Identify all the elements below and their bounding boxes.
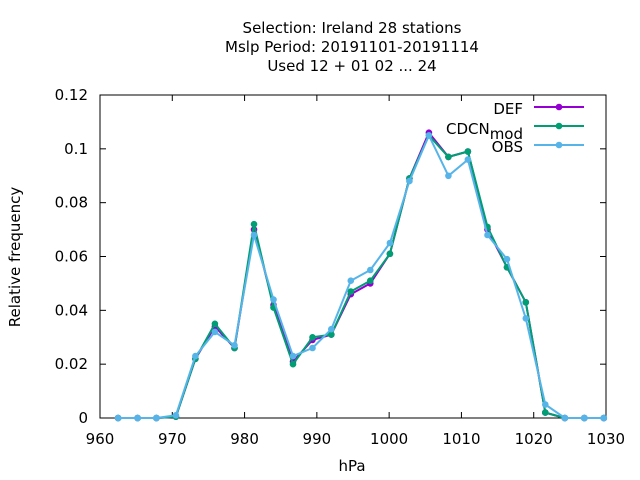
- title-line-1: Selection: Ireland 28 stations: [243, 19, 462, 37]
- y-tick-label: 0.04: [55, 301, 88, 319]
- data-point-obs: [289, 352, 297, 360]
- legend-label-obs: OBS: [492, 138, 523, 156]
- legend-label-cdcn-main: CDCN: [446, 120, 490, 138]
- y-tick-label: 0.1: [64, 140, 88, 158]
- data-point-obs: [464, 156, 472, 163]
- y-tick-label: 0.12: [55, 86, 88, 104]
- title-line-2: Mslp Period: 20191101-20191114: [225, 38, 479, 56]
- data-point-obs: [231, 342, 238, 349]
- data-point-obs: [600, 414, 608, 422]
- y-axis-label: Relative frequency: [6, 187, 24, 328]
- data-point-obs: [134, 414, 141, 422]
- data-point-obs: [192, 352, 199, 360]
- data-point-cdcn-mod: [211, 320, 219, 328]
- x-tick-label: 990: [303, 430, 332, 448]
- series-line-cdcn-mod: [118, 134, 604, 419]
- y-axis-ticks: 0 0.02 0.04 0.06 0.08 0.1 0.12: [55, 86, 606, 427]
- data-point-obs: [114, 414, 122, 422]
- data-point-obs: [250, 231, 258, 239]
- data-point-obs: [406, 177, 413, 185]
- series-obs: [114, 132, 608, 422]
- x-tick-label: 1030: [587, 430, 625, 448]
- y-tick-label: 0.06: [55, 248, 88, 266]
- x-tick-label: 1000: [370, 430, 408, 448]
- data-point-obs: [561, 414, 569, 422]
- x-tick-label: 1020: [515, 430, 553, 448]
- plot-area-border: [99, 94, 607, 419]
- data-point-obs: [581, 414, 588, 422]
- data-point-obs: [172, 412, 180, 419]
- data-point-cdcn-mod: [289, 360, 297, 368]
- chart-title: Selection: Ireland 28 stations Mslp Peri…: [225, 19, 479, 75]
- x-tick-label: 970: [158, 430, 187, 448]
- y-tick-label: 0: [78, 409, 88, 427]
- x-tick-label: 1010: [442, 430, 480, 448]
- x-axis-label: hPa: [338, 457, 365, 475]
- legend-label-cdcn-mod: CDCNmod: [446, 120, 523, 143]
- data-point-obs: [542, 401, 549, 408]
- data-point-obs: [153, 414, 160, 422]
- title-line-3: Used 12 + 01 02 ... 24: [267, 57, 436, 75]
- legend-marker-obs: [555, 141, 563, 149]
- data-point-obs: [445, 172, 452, 180]
- data-point-obs: [309, 344, 316, 352]
- series-layer: [114, 129, 608, 422]
- data-point-cdcn-mod: [309, 334, 316, 341]
- data-point-obs: [522, 315, 530, 322]
- x-axis-ticks: 960 970 980 990 1000 1010 1020 1030: [86, 95, 625, 448]
- x-tick-label: 980: [230, 430, 259, 448]
- data-point-cdcn-mod: [347, 288, 355, 295]
- legend-label-cdcn-subscript: mod: [490, 125, 523, 143]
- data-point-obs: [386, 239, 394, 247]
- legend-marker-cdcn-mod: [555, 122, 563, 130]
- y-tick-label: 0.02: [55, 355, 88, 373]
- x-tick-label: 960: [86, 430, 115, 448]
- data-point-cdcn-mod: [367, 277, 374, 285]
- legend-marker-def: [555, 103, 563, 111]
- data-point-obs: [425, 132, 433, 139]
- series-line-obs: [118, 134, 604, 419]
- data-point-cdcn-mod: [445, 153, 452, 161]
- data-point-cdcn-mod: [328, 331, 335, 338]
- data-point-cdcn-mod: [386, 250, 394, 258]
- data-point-obs: [484, 231, 491, 239]
- data-point-obs: [328, 325, 335, 333]
- data-point-obs: [367, 266, 374, 274]
- data-point-cdcn-mod: [542, 409, 549, 416]
- legend: DEF CDCNmod OBS: [446, 100, 584, 156]
- legend-label-def: DEF: [493, 100, 523, 118]
- data-point-cdcn-mod: [464, 148, 472, 155]
- data-point-cdcn-mod: [250, 220, 258, 228]
- data-point-obs: [503, 255, 511, 263]
- data-point-cdcn-mod: [522, 299, 530, 306]
- data-point-obs: [211, 328, 219, 336]
- data-point-obs: [270, 296, 277, 303]
- data-point-obs: [347, 277, 355, 285]
- y-tick-label: 0.08: [55, 194, 88, 212]
